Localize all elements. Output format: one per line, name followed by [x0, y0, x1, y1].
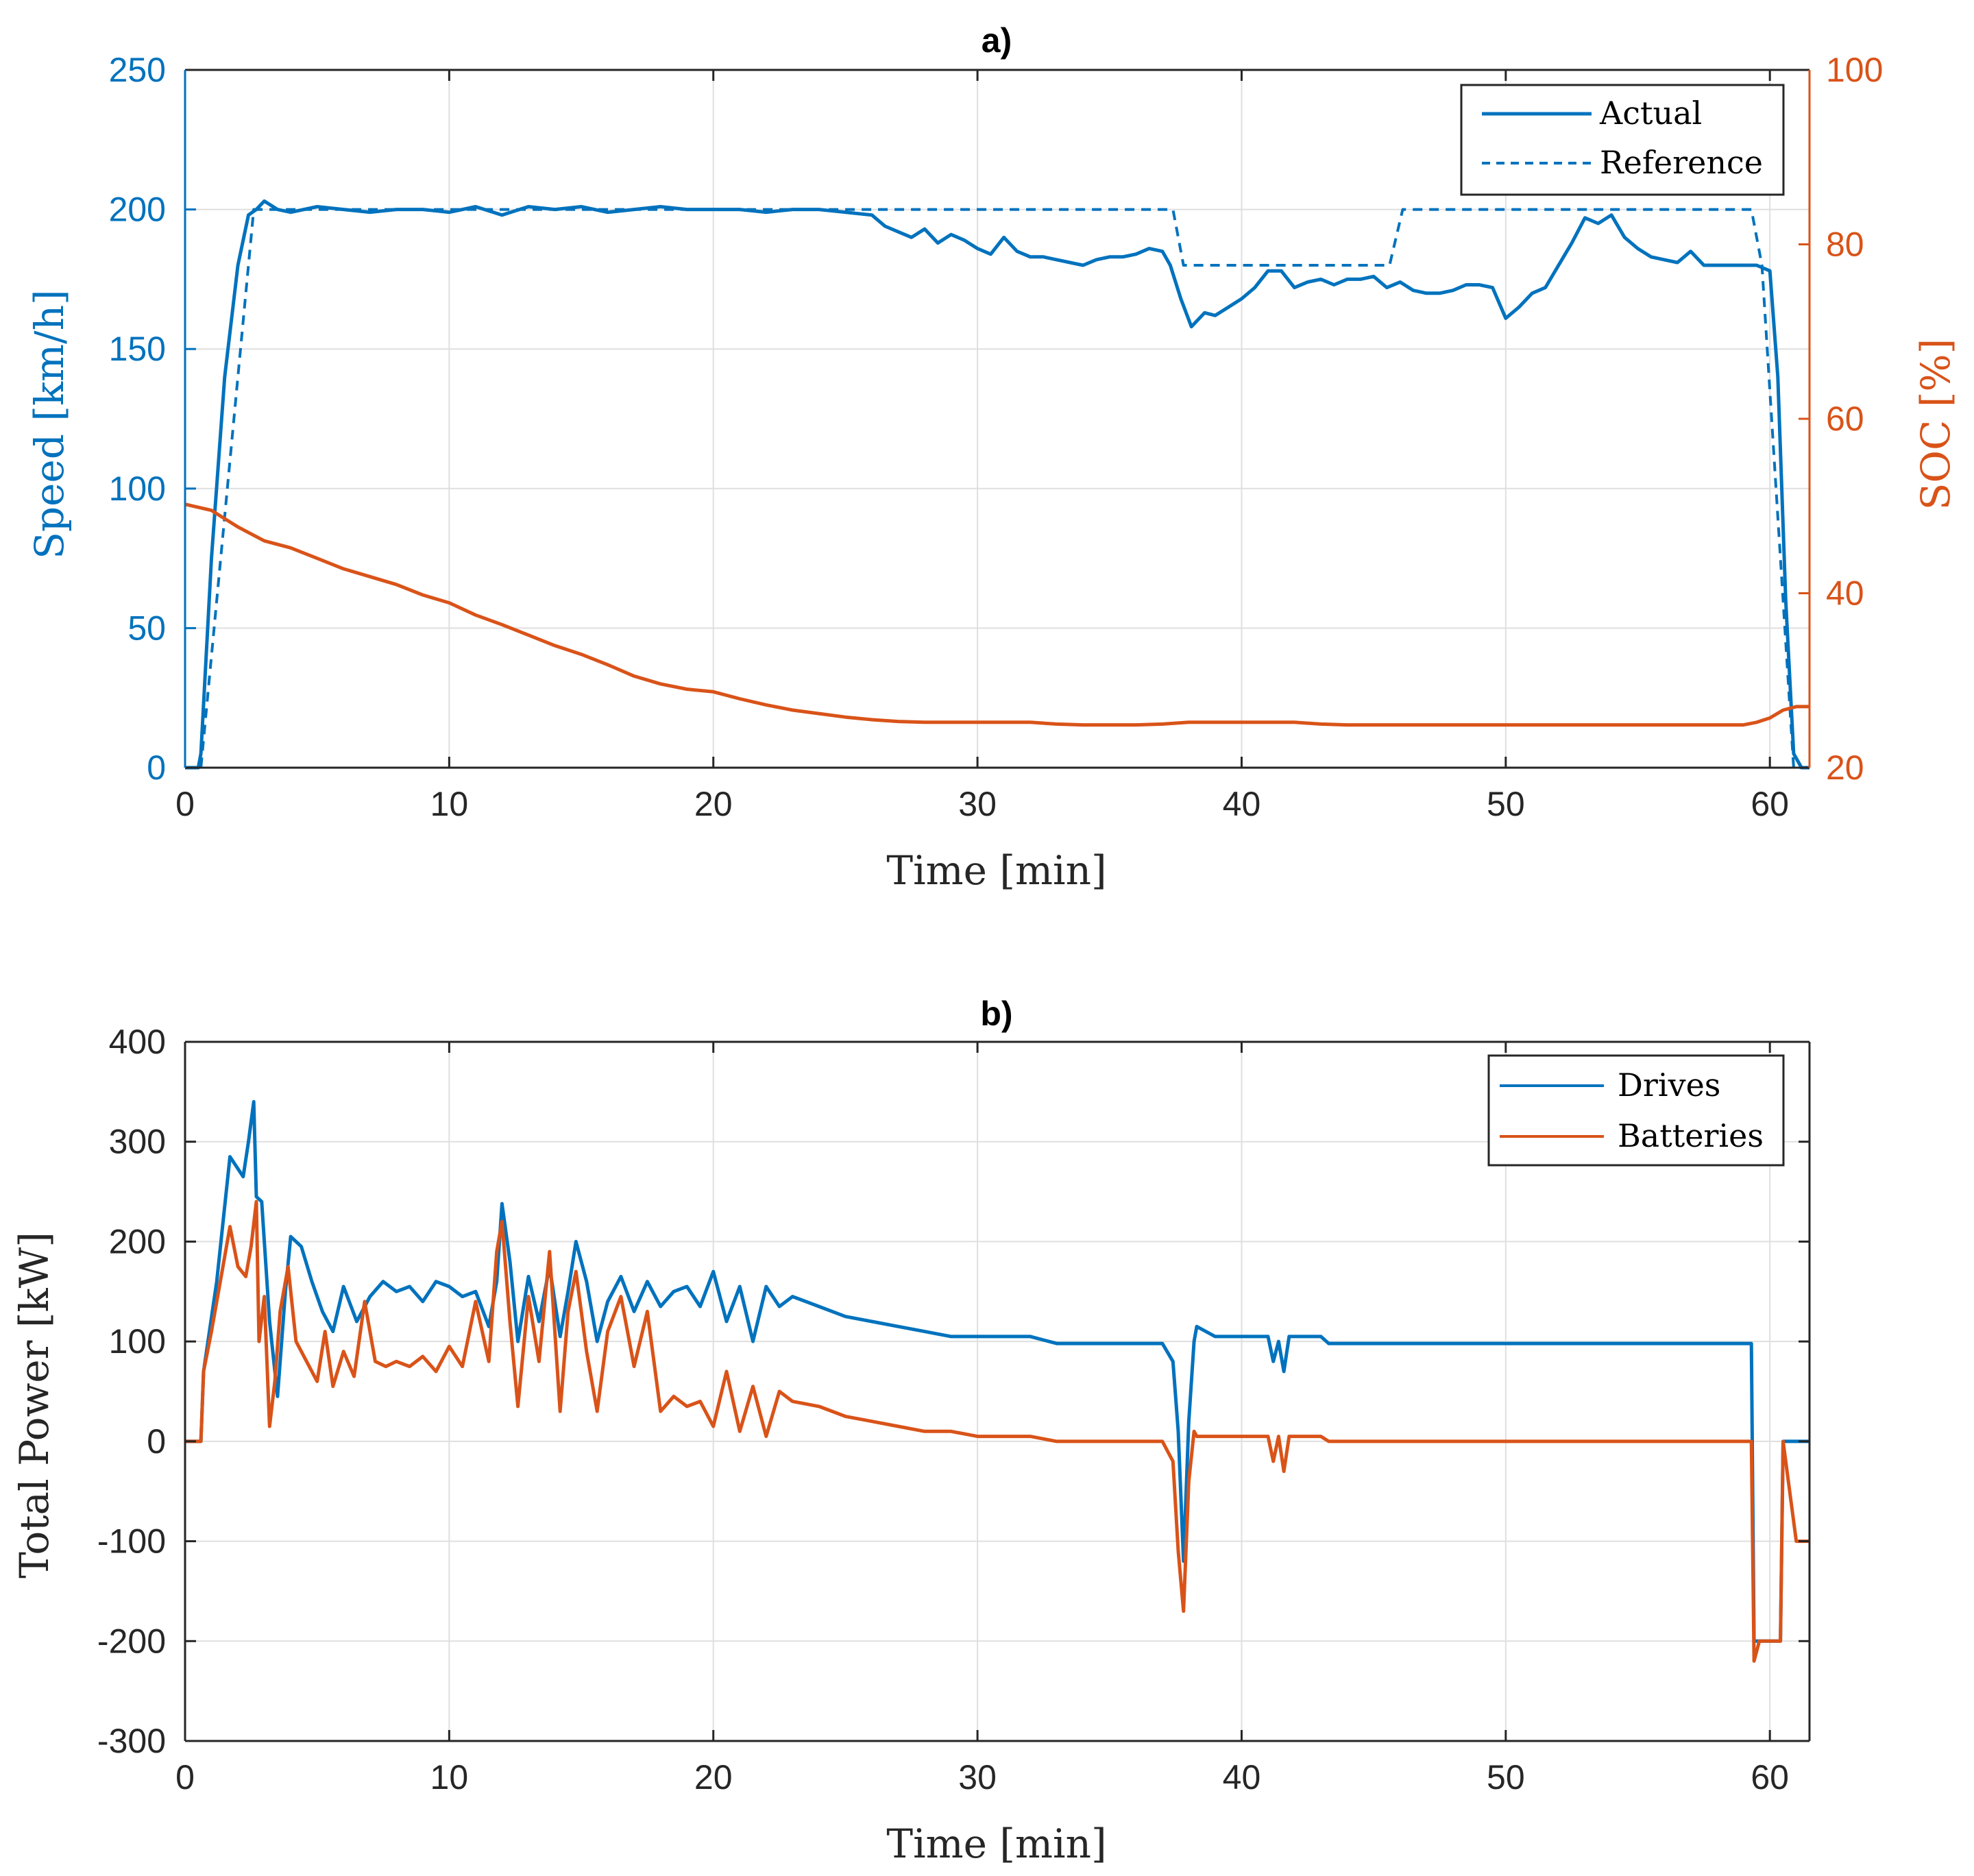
- chart-b-axes: [184, 1040, 1811, 1742]
- y-tick-label: 400: [109, 1023, 166, 1061]
- y-tick-label: 150: [109, 330, 166, 368]
- legend-label-batteries: Batteries: [1618, 1117, 1764, 1154]
- y-right-tick-label: 40: [1826, 574, 1864, 613]
- x-tick-label: 60: [1751, 1758, 1789, 1796]
- series-soc-line: [184, 502, 1810, 727]
- legend-label-actual: Actual: [1599, 95, 1702, 132]
- series-actual-line: [185, 199, 1810, 770]
- x-tick-label: 20: [694, 785, 733, 823]
- chart-a-axes: [184, 69, 1811, 769]
- series-drives-line: [185, 1099, 1810, 1643]
- chart-b-y-label: Total Power [kW]: [11, 1232, 58, 1579]
- x-tick-label: 10: [430, 1758, 469, 1796]
- x-tick-label: 20: [694, 1758, 733, 1796]
- chart-a-legend-box: [1460, 84, 1785, 196]
- y-tick-label: 200: [109, 191, 166, 229]
- y-tick-label: 300: [109, 1123, 166, 1161]
- y-tick-label: -100: [97, 1522, 166, 1561]
- chart-a-y-label: Speed [km/h]: [26, 289, 73, 559]
- x-tick-label: 30: [958, 1758, 997, 1796]
- chart-b-legend: Drives Batteries: [1487, 1054, 1785, 1167]
- chart-a-legend: Actual Reference: [1460, 84, 1785, 196]
- y-right-tick-label: 60: [1826, 400, 1864, 438]
- x-tick-label: 0: [175, 785, 195, 823]
- chart-b-y-tick-labels: -300 -200 -100 0 100 200 300 400: [97, 1023, 166, 1760]
- chart-a-y-right-tick-labels: 20 40 60 80 100: [1826, 51, 1883, 787]
- y-tick-label: 100: [109, 470, 166, 508]
- chart-a-series: [184, 199, 1810, 770]
- chart-a: a) 0 50 100 150 200 250 20 40 60 80 100 0 10 20 30 40…: [26, 21, 1959, 894]
- y-right-tick-label: 100: [1826, 51, 1883, 89]
- x-tick-label: 0: [175, 1758, 195, 1796]
- x-tick-label: 50: [1487, 785, 1525, 823]
- chart-b-x-label: Time [min]: [886, 1820, 1106, 1867]
- chart-b-title: b): [980, 995, 1012, 1033]
- chart-b-legend-box: [1487, 1054, 1785, 1167]
- x-tick-label: 60: [1751, 785, 1789, 823]
- chart-a-x-label: Time [min]: [886, 847, 1106, 894]
- y-tick-label: 0: [147, 1422, 166, 1461]
- y-tick-label: -200: [97, 1622, 166, 1660]
- y-tick-label: 200: [109, 1222, 166, 1260]
- series-reference-line: [185, 208, 1810, 769]
- y-tick-label: 250: [109, 51, 166, 89]
- chart-b-x-tick-labels: 0 10 20 30 40 50 60: [175, 1758, 1789, 1796]
- y-tick-label: -300: [97, 1722, 166, 1760]
- x-tick-label: 40: [1223, 1758, 1261, 1796]
- legend-label-reference: Reference: [1600, 144, 1763, 181]
- chart-a-title: a): [982, 21, 1012, 60]
- chart-a-y-tick-labels: 0 50 100 150 200 250: [109, 51, 166, 787]
- x-tick-label: 30: [958, 785, 997, 823]
- x-tick-label: 40: [1223, 785, 1261, 823]
- chart-a-y-right-label: SOC [%]: [1912, 339, 1959, 510]
- y-right-tick-label: 20: [1826, 748, 1864, 787]
- chart-b-series: [185, 1099, 1810, 1663]
- chart-a-x-tick-labels: 0 10 20 30 40 50 60: [175, 785, 1789, 823]
- chart-b: b) -300 -200 -100 0 100 200 300 400 0 10 20 30 40 50…: [11, 995, 1811, 1867]
- y-right-tick-label: 80: [1826, 226, 1864, 264]
- y-tick-label: 0: [147, 748, 166, 787]
- x-tick-label: 10: [430, 785, 469, 823]
- y-tick-label: 100: [109, 1322, 166, 1361]
- legend-label-drives: Drives: [1618, 1067, 1720, 1104]
- x-tick-label: 50: [1487, 1758, 1525, 1796]
- y-tick-label: 50: [127, 609, 166, 647]
- series-batteries-line: [185, 1199, 1810, 1663]
